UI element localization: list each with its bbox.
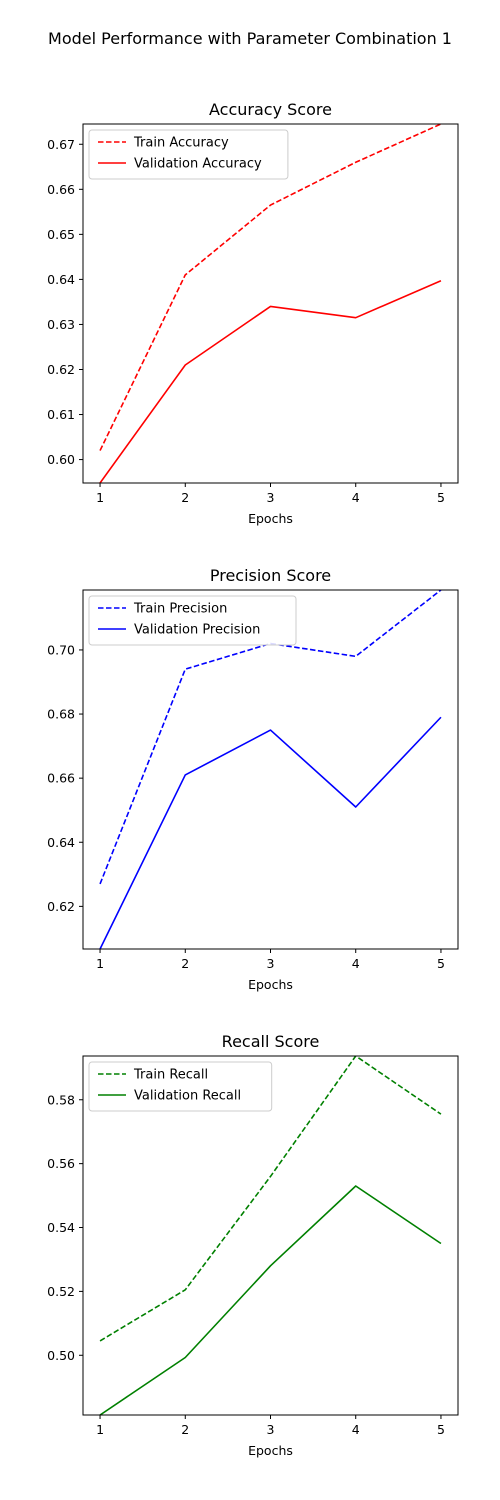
y-tick-label: 0.58 [47,1092,75,1107]
y-tick-label: 0.70 [47,642,75,657]
legend-box [88,1061,273,1112]
x-axis-label: Epochs [248,511,293,526]
x-tick-label: 2 [181,1422,189,1437]
x-tick-label: 5 [437,490,445,505]
y-tick-label: 0.56 [47,1156,75,1171]
y-tick-label: 0.66 [47,182,75,197]
x-tick-label: 1 [96,490,104,505]
legend-label: Validation Accuracy [134,157,262,172]
y-tick-label: 0.52 [47,1284,75,1299]
x-tick-label: 3 [267,956,275,971]
y-tick-label: 0.50 [47,1348,75,1363]
x-tick-label: 1 [96,956,104,971]
legend-label: Train Accuracy [133,136,229,151]
x-tick-label: 2 [181,490,189,505]
y-tick-label: 0.68 [47,707,75,722]
series-line-train-recall [99,1056,442,1342]
y-tick-label: 0.64 [47,272,75,287]
y-tick-label: 0.54 [47,1220,75,1235]
y-tick-label: 0.61 [47,407,75,422]
y-tick-label: 0.60 [47,452,75,467]
x-tick-label: 3 [267,1422,275,1437]
x-tick-label: 2 [181,956,189,971]
chart-precision-score: Precision Score 1 2 3 4 5 Epochs 0.62 0.64 0.66 0.… [47,566,459,992]
x-tick-label: 5 [437,956,445,971]
y-tick-label: 0.64 [47,835,75,850]
series-line-validation-precision [99,716,442,949]
x-axis-label: Epochs [248,1443,293,1458]
x-tick-label: 5 [437,1422,445,1437]
x-tick-label: 4 [352,1422,360,1437]
y-tick-label: 0.62 [47,899,75,914]
series-line-validation-accuracy [99,280,442,483]
series-group [99,1056,442,1415]
legend-box [88,595,297,646]
legend: Train Accuracy Validation Accuracy [88,129,289,180]
x-axis-label: Epochs [248,977,293,992]
x-tick-label: 4 [352,490,360,505]
series-line-train-accuracy [99,124,442,451]
x-tick-label: 4 [352,956,360,971]
legend-label: Train Recall [133,1068,208,1083]
chart-title: Recall Score [222,1032,320,1051]
series-group [99,124,442,483]
chart-title: Accuracy Score [209,100,332,119]
legend-label: Validation Precision [134,623,260,638]
y-tick-label: 0.63 [47,317,75,332]
y-tick-label: 0.62 [47,362,75,377]
y-tick-label: 0.66 [47,771,75,786]
legend-label: Validation Recall [134,1089,241,1104]
legend: Train Recall Validation Recall [88,1061,273,1112]
x-tick-label: 1 [96,1422,104,1437]
chart-recall-score: Recall Score 1 2 3 4 5 Epochs 0.50 0.52 0.54 0.56 0… [47,1032,459,1458]
legend-label: Train Precision [133,602,227,617]
chart-accuracy-score: Accuracy Score 1 2 3 4 5 Epochs 0.60 0.61 0.62 0.6… [47,100,459,526]
y-tick-label: 0.65 [47,227,75,242]
series-line-validation-recall [99,1185,442,1415]
y-tick-label: 0.67 [47,137,75,152]
figure-title: Model Performance with Parameter Combina… [48,29,452,48]
legend-box [88,129,289,180]
chart-title: Precision Score [210,566,331,585]
legend: Train Precision Validation Precision [88,595,297,646]
x-tick-label: 3 [267,490,275,505]
